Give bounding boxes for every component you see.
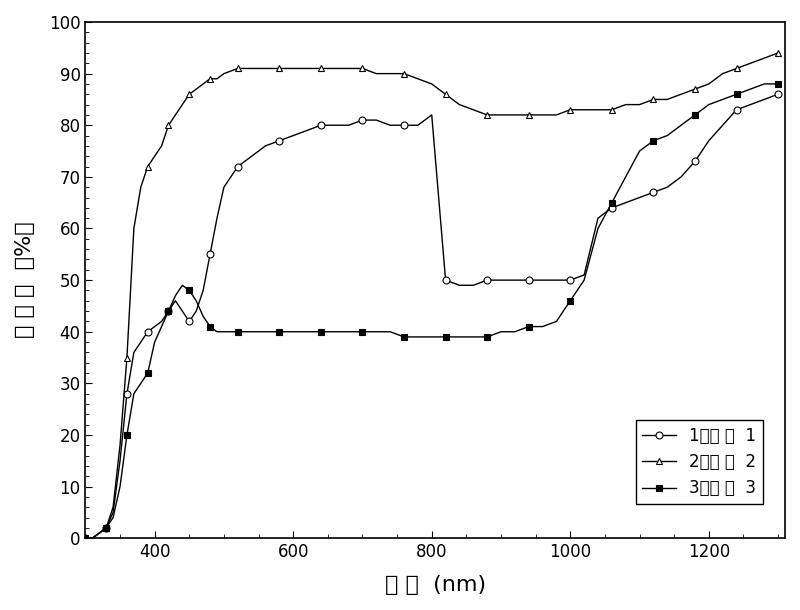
1：样 品  1: [441, 276, 450, 284]
Legend: 1：样 品  1, 2：样 品  2, 3：样 品  3: 1：样 品 1, 2：样 品 2, 3：样 品 3: [636, 420, 762, 504]
1：样 品  1: [164, 307, 174, 315]
3：样 品  3: [81, 534, 90, 542]
1：样 品  1: [233, 163, 242, 170]
2：样 品  2: [386, 70, 395, 77]
2：样 品  2: [81, 534, 90, 542]
3：样 品  3: [662, 132, 672, 139]
3：样 品  3: [774, 81, 783, 88]
2：样 品  2: [164, 121, 174, 129]
3：样 品  3: [233, 328, 242, 336]
2：样 品  2: [774, 49, 783, 57]
3：样 品  3: [759, 81, 769, 88]
2：样 品  2: [178, 101, 187, 108]
3：样 品  3: [164, 307, 174, 315]
2：样 品  2: [441, 91, 450, 98]
3：样 品  3: [178, 282, 187, 289]
X-axis label: 波 长  (nm): 波 长 (nm): [385, 575, 486, 595]
1：样 品  1: [81, 534, 90, 542]
Y-axis label: 透 过 率  （%）: 透 过 率 （%）: [15, 222, 35, 339]
3：样 品  3: [441, 333, 450, 340]
3：样 品  3: [386, 328, 395, 336]
1：样 品  1: [386, 121, 395, 129]
2：样 品  2: [662, 96, 672, 103]
Line: 1：样 品  1: 1：样 品 1: [82, 91, 782, 542]
2：样 品  2: [233, 65, 242, 72]
1：样 品  1: [178, 307, 187, 315]
Line: 3：样 品  3: 3：样 品 3: [82, 81, 782, 542]
1：样 品  1: [662, 184, 672, 191]
1：样 品  1: [774, 91, 783, 98]
Line: 2：样 品  2: 2：样 品 2: [82, 49, 782, 542]
